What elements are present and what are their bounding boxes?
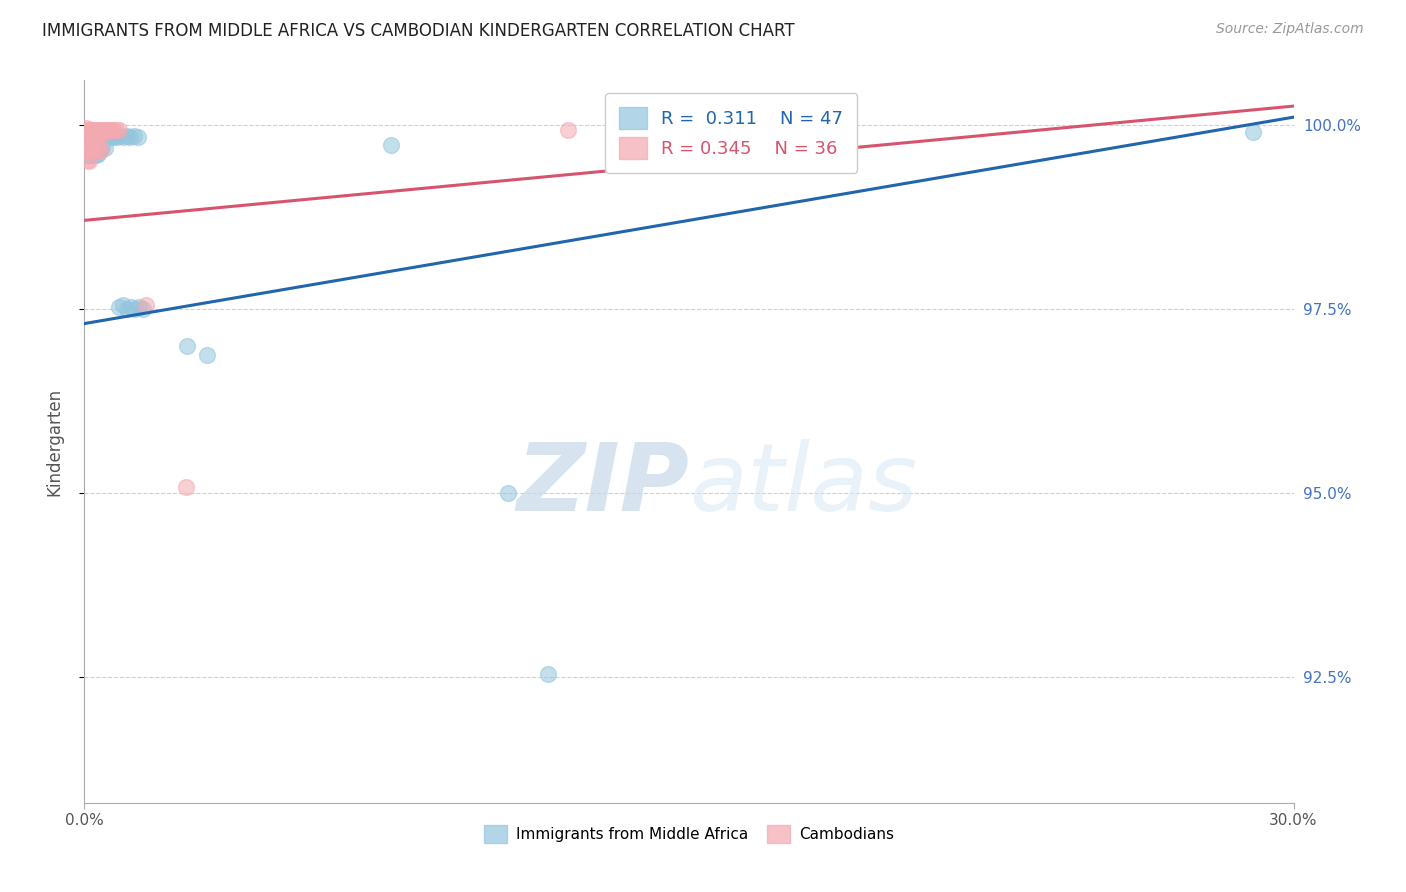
Point	[103, 122, 125, 136]
Point	[127, 130, 149, 145]
Point	[380, 138, 402, 153]
Point	[77, 154, 100, 169]
Point	[496, 486, 519, 500]
Point	[84, 122, 107, 136]
Text: Source: ZipAtlas.com: Source: ZipAtlas.com	[1216, 22, 1364, 37]
Point	[537, 666, 560, 681]
Point	[100, 122, 122, 136]
Point	[91, 122, 114, 136]
Point	[82, 122, 104, 136]
Point	[94, 141, 117, 155]
Point	[107, 128, 129, 143]
Point	[75, 148, 97, 162]
Point	[84, 139, 107, 153]
Point	[86, 122, 108, 136]
Point	[76, 139, 98, 153]
Point	[76, 132, 98, 146]
Text: atlas: atlas	[689, 440, 917, 531]
Point	[77, 148, 100, 162]
Point	[79, 144, 101, 158]
Legend: Immigrants from Middle Africa, Cambodians: Immigrants from Middle Africa, Cambodian…	[478, 819, 900, 849]
Point	[135, 298, 157, 312]
Point	[75, 141, 97, 155]
Text: IMMIGRANTS FROM MIDDLE AFRICA VS CAMBODIAN KINDERGARTEN CORRELATION CHART: IMMIGRANTS FROM MIDDLE AFRICA VS CAMBODI…	[42, 22, 794, 40]
Point	[124, 301, 146, 316]
Point	[79, 141, 101, 155]
Point	[77, 138, 100, 153]
Point	[75, 121, 97, 136]
Point	[76, 153, 98, 167]
Point	[94, 127, 117, 141]
Point	[89, 141, 111, 155]
Point	[111, 130, 134, 145]
Point	[84, 127, 107, 141]
Point	[89, 128, 111, 143]
Point	[76, 144, 98, 158]
Point	[83, 132, 105, 146]
Point	[76, 122, 98, 136]
Point	[80, 125, 103, 139]
Point	[77, 132, 100, 146]
Point	[107, 301, 129, 315]
Point	[77, 125, 100, 139]
Point	[122, 128, 145, 143]
Point	[111, 298, 134, 312]
Point	[100, 130, 122, 145]
Point	[82, 125, 104, 139]
Point	[80, 132, 103, 146]
Point	[89, 132, 111, 146]
Point	[82, 141, 104, 155]
Point	[87, 144, 110, 158]
Point	[98, 122, 121, 136]
Point	[115, 128, 138, 143]
Point	[77, 122, 100, 136]
Point	[82, 144, 104, 158]
Point	[80, 139, 103, 153]
Point	[90, 144, 112, 158]
Point	[118, 130, 141, 145]
Point	[86, 127, 108, 141]
Point	[77, 144, 100, 158]
Point	[132, 301, 155, 316]
Point	[91, 139, 114, 153]
Point	[87, 147, 110, 161]
Point	[86, 132, 108, 146]
Point	[120, 301, 142, 315]
Point	[82, 148, 104, 162]
Point	[91, 127, 114, 141]
Point	[97, 122, 120, 136]
Point	[128, 301, 150, 315]
Point	[107, 122, 129, 136]
Point	[84, 144, 107, 158]
Point	[104, 130, 127, 145]
Point	[104, 122, 127, 136]
Point	[77, 128, 100, 143]
Point	[176, 339, 198, 353]
Point	[79, 122, 101, 136]
Point	[79, 148, 101, 162]
Point	[557, 123, 579, 137]
Point	[174, 480, 197, 494]
Point	[98, 128, 121, 143]
Point	[103, 128, 125, 143]
Point	[195, 347, 218, 361]
Y-axis label: Kindergarten: Kindergarten	[45, 387, 63, 496]
Point	[84, 148, 107, 162]
Point	[1241, 125, 1264, 139]
Point	[115, 301, 138, 316]
Point	[80, 122, 103, 136]
Point	[96, 128, 118, 143]
Point	[89, 122, 111, 136]
Point	[94, 122, 117, 136]
Text: ZIP: ZIP	[516, 439, 689, 531]
Point	[76, 147, 98, 161]
